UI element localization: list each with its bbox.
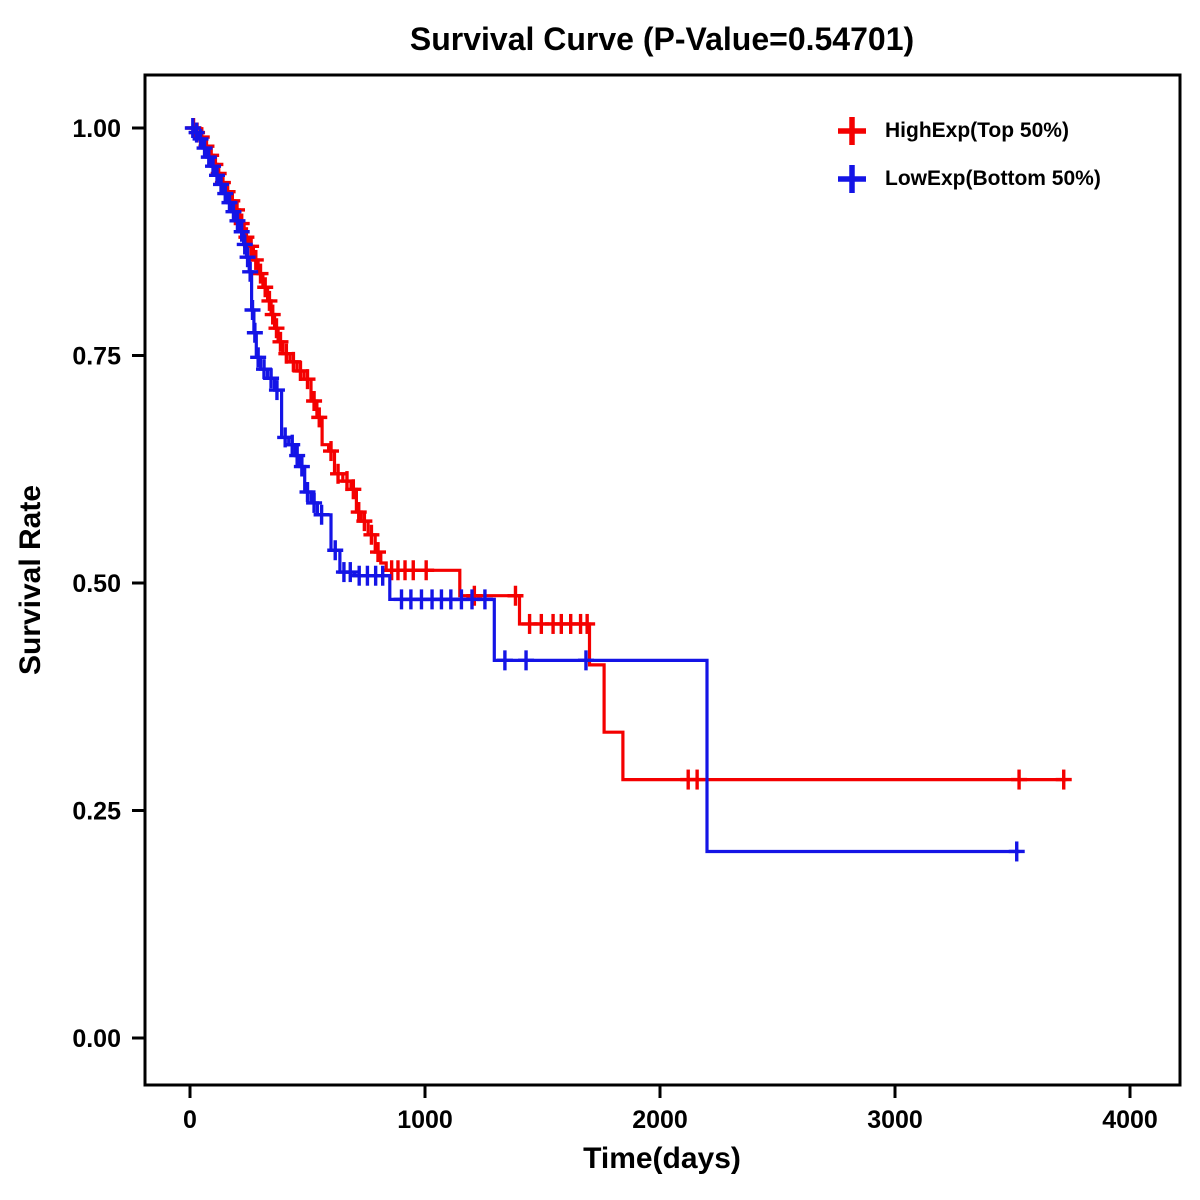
y-tick-label: 0.75 bbox=[72, 343, 121, 371]
plot-border bbox=[143, 73, 1182, 1087]
survival-curve-highexp bbox=[190, 126, 1067, 782]
x-tick-label: 4000 bbox=[1102, 1106, 1158, 1134]
x-tick-label: 2000 bbox=[632, 1106, 688, 1134]
y-axis-label: Survival Rate bbox=[14, 485, 47, 675]
y-tick-label: 0.50 bbox=[72, 570, 121, 598]
legend-label-lowexp: LowExp(Bottom 50%) bbox=[885, 167, 1101, 190]
censor-marks-lowexp bbox=[184, 118, 1025, 862]
x-axis-label: Time(days) bbox=[583, 1142, 741, 1175]
y-axis-ticks: 0.00 0.25 0.50 0.75 1.00 bbox=[72, 115, 145, 1053]
plus-marker-icon bbox=[838, 117, 866, 145]
x-tick-label: 3000 bbox=[867, 1106, 923, 1134]
legend-item-highexp: HighExp(Top 50%) bbox=[835, 114, 1101, 148]
censor-marks-highexp bbox=[185, 118, 1072, 790]
chart-title: Survival Curve (P-Value=0.54701) bbox=[410, 21, 914, 57]
legend-item-lowexp: LowExp(Bottom 50%) bbox=[835, 162, 1101, 196]
x-tick-label: 1000 bbox=[397, 1106, 453, 1134]
plus-marker-icon bbox=[838, 165, 866, 193]
series-layer bbox=[184, 118, 1072, 862]
legend: HighExp(Top 50%) LowExp(Bottom 50%) bbox=[835, 114, 1101, 196]
legend-label-highexp: HighExp(Top 50%) bbox=[885, 119, 1069, 142]
y-tick-label: 1.00 bbox=[72, 115, 121, 143]
x-tick-label: 0 bbox=[183, 1106, 197, 1134]
survival-curve-lowexp bbox=[190, 126, 1020, 854]
y-tick-label: 0.00 bbox=[72, 1025, 121, 1053]
x-axis-ticks: 0 1000 2000 3000 4000 bbox=[183, 1085, 1158, 1134]
y-tick-label: 0.25 bbox=[72, 798, 121, 826]
